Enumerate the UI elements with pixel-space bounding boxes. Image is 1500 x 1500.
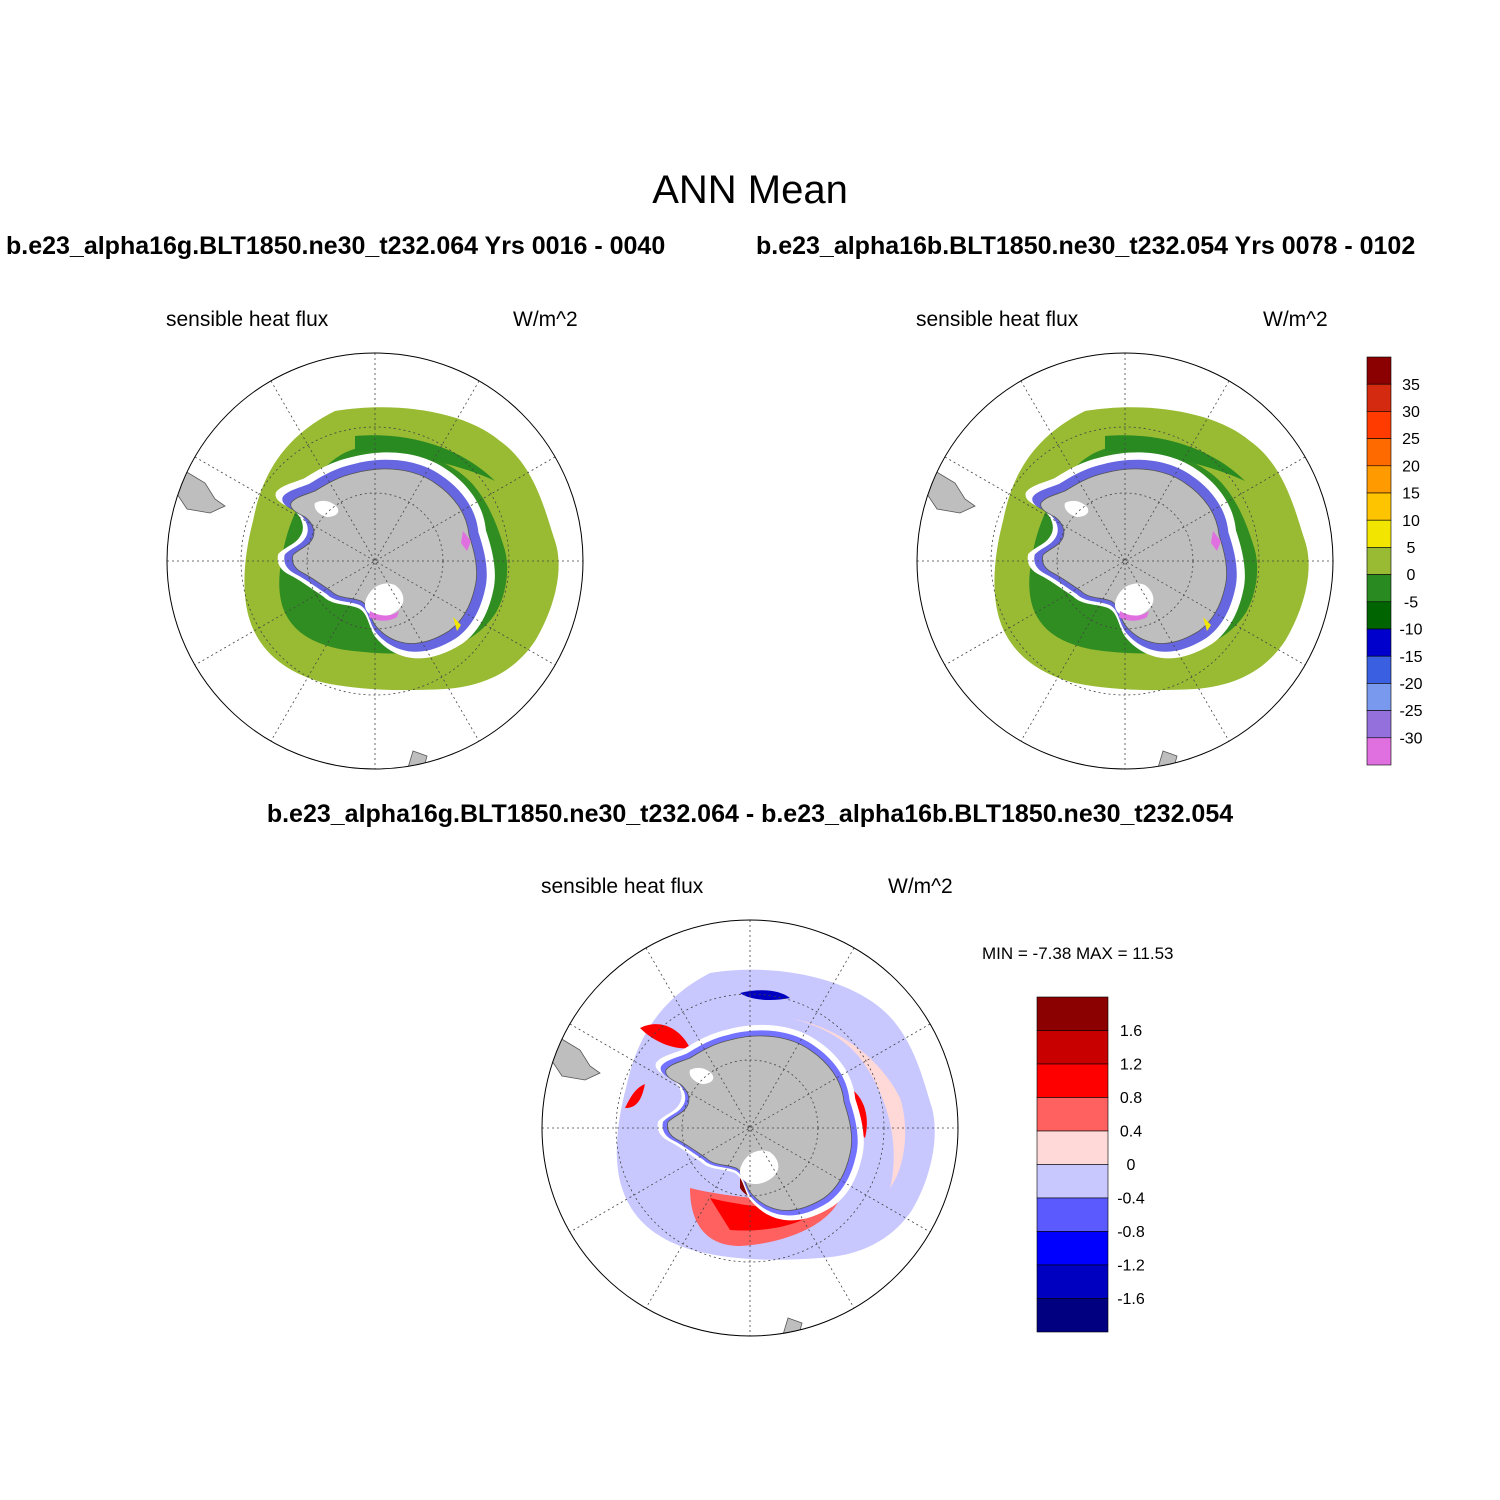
colorbar-diff-tick-label: 1.2: [1120, 1057, 1142, 1074]
figure-title: ANN Mean: [652, 168, 848, 212]
colorbar-main-tick-label: 0: [1407, 567, 1416, 584]
colorbar-main-tick-label: -10: [1399, 622, 1422, 639]
colorbar-main-tick-label: -5: [1404, 594, 1418, 611]
colorbar-main-swatch: [1366, 683, 1392, 711]
colorbar-main-tick-label: -15: [1399, 649, 1422, 666]
panel-diff-units: W/m^2: [888, 875, 953, 898]
colorbar-main-swatch: [1366, 492, 1392, 521]
colorbar-diff-tick-label: 1.6: [1120, 1023, 1142, 1040]
panel-diff-variable: sensible heat flux: [541, 875, 704, 898]
colorbar-diff-tick-label: -1.6: [1117, 1291, 1145, 1308]
colorbar-diff-tick-label: -0.4: [1117, 1191, 1145, 1208]
colorbar-main-swatch: [1366, 601, 1392, 630]
colorbar-main-swatch: [1366, 465, 1392, 494]
polar-map-case-a: [166, 352, 584, 770]
colorbar-main-tick-label: 5: [1407, 540, 1416, 557]
polar-map-case-b: [916, 352, 1334, 770]
panel-b-variable: sensible heat flux: [916, 308, 1079, 331]
colorbar-diff-swatch: [1036, 1063, 1109, 1098]
colorbar-main-swatch: [1366, 574, 1392, 603]
colorbar-main: 35 30 25 20 15 10 5 0 -5 -10 -15 -20 -25 -30: [1366, 356, 1423, 766]
colorbar-main-tick-label: -30: [1399, 730, 1422, 747]
colorbar-main-swatch: [1366, 547, 1392, 575]
colorbar-main-tick-label: 10: [1402, 513, 1420, 530]
panel-a-units: W/m^2: [513, 308, 578, 331]
colorbar-diff-swatch: [1036, 1298, 1109, 1333]
colorbar-diff-swatch: [1036, 1197, 1109, 1232]
colorbar-main-tick-label: -20: [1399, 676, 1422, 693]
colorbar-main-tick-label: 15: [1402, 486, 1420, 503]
diff-min-max-label: MIN = -7.38 MAX = 11.53: [982, 944, 1174, 963]
colorbar-main-tick-label: -25: [1399, 703, 1422, 720]
colorbar-main-swatch: [1366, 356, 1392, 385]
difference-title: b.e23_alpha16g.BLT1850.ne30_t232.064 - b…: [266, 800, 1234, 828]
polar-map-difference: [541, 919, 959, 1337]
colorbar-diff-tick-label: 0.8: [1120, 1090, 1142, 1107]
colorbar-diff-swatch: [1036, 1164, 1109, 1199]
colorbar-main-swatch: [1366, 438, 1392, 467]
colorbar-main-tick-label: 30: [1402, 404, 1420, 421]
colorbar-diff-tick-label: -0.8: [1117, 1224, 1145, 1241]
panel-b-units: W/m^2: [1263, 308, 1328, 331]
colorbar-main-swatch: [1366, 628, 1392, 657]
colorbar-main-swatch: [1366, 411, 1392, 439]
colorbar-diff-swatch: [1036, 1097, 1109, 1132]
colorbar-main-tick-label: 35: [1402, 377, 1420, 394]
colorbar-main-tick-label: 20: [1402, 458, 1420, 475]
colorbar-main-tick-label: 25: [1402, 431, 1420, 448]
colorbar-main-swatch: [1366, 737, 1392, 766]
colorbar-diff-swatch: [1036, 1130, 1109, 1165]
colorbar-main-swatch: [1366, 655, 1392, 684]
colorbar-main-swatch: [1366, 710, 1392, 739]
colorbar-diff-tick-label: 0.4: [1120, 1124, 1142, 1141]
colorbar-main-swatch: [1366, 383, 1392, 412]
colorbar-diff-swatch: [1036, 1030, 1109, 1065]
colorbar-main-swatch: [1366, 519, 1392, 548]
colorbar-diff-tick-label: -1.2: [1117, 1258, 1145, 1275]
case-b-title: b.e23_alpha16b.BLT1850.ne30_t232.054 Yrs…: [756, 232, 1416, 260]
panel-a-variable: sensible heat flux: [166, 308, 329, 331]
case-a-title: b.e23_alpha16g.BLT1850.ne30_t232.064 Yrs…: [6, 232, 666, 260]
colorbar-diff-swatch: [1036, 1264, 1109, 1299]
colorbar-diff-swatch: [1036, 996, 1109, 1031]
colorbar-diff-tick-label: 0: [1127, 1157, 1136, 1174]
colorbar-difference: 1.6 1.2 0.8 0.4 0 -0.4 -0.8 -1.2 -1.6: [1036, 996, 1145, 1333]
colorbar-diff-swatch: [1036, 1231, 1109, 1266]
